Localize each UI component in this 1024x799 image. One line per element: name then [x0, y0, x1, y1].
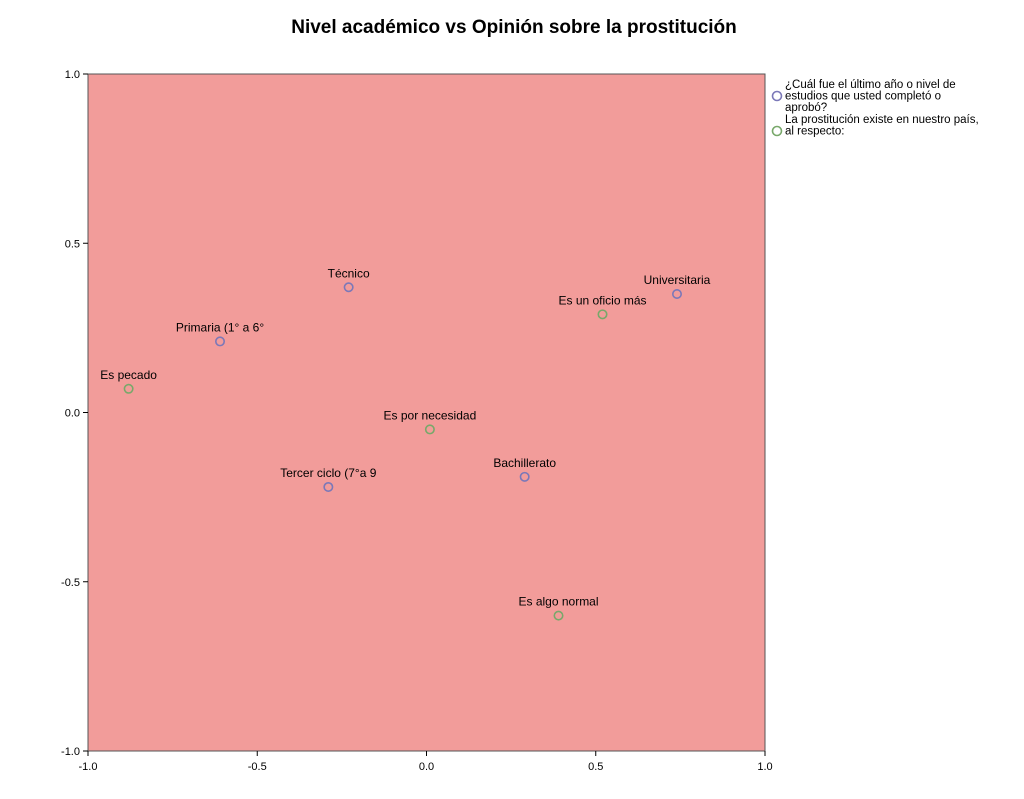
data-points: Técnico Primaria (1° a 6° Universitaria Ter… [100, 266, 711, 621]
point-label: Tercer ciclo (7°a 9 [280, 466, 376, 480]
y-tick-label: 0.0 [65, 408, 80, 420]
data-point [215, 336, 226, 347]
point-label: Es pecado [100, 368, 157, 382]
y-tick-label: -0.5 [61, 577, 80, 589]
point-label: Técnico [328, 266, 370, 280]
data-point [671, 289, 682, 300]
legend-label: ¿Cuál fue el último año o nivel de [785, 79, 956, 91]
legend-marker [771, 125, 783, 137]
legend-label: La prostitución existe en nuestro país, [785, 114, 979, 126]
legend: ¿Cuál fue el último año o nivel deestudi… [771, 79, 979, 138]
x-tick-label: -1.0 [79, 761, 98, 773]
data-point [123, 383, 134, 394]
data-point [519, 471, 530, 482]
data-point [553, 610, 564, 621]
axes: -1.0 -0.5 0.0 0.5 1.0 -1.0 -0.5 0.0 0.5 1.0 [61, 69, 773, 773]
y-tick-label: -1.0 [61, 746, 80, 758]
point-label: Es algo normal [518, 595, 598, 609]
x-tick-label: 0.5 [588, 761, 603, 773]
legend-label: estudios que usted completó o [785, 91, 941, 103]
y-tick-label: 1.0 [65, 69, 80, 81]
point-label: Es por necesidad [384, 408, 477, 422]
point-label: Es un oficio más [558, 293, 646, 307]
legend-label: al respecto: [785, 126, 844, 138]
x-tick-label: 1.0 [757, 761, 772, 773]
point-label: Universitaria [644, 273, 711, 287]
legend-label: aprobó? [785, 102, 827, 114]
x-tick-label: 0.0 [419, 761, 434, 773]
data-point [597, 309, 608, 320]
point-label: Bachillerato [493, 456, 556, 470]
x-tick-label: -0.5 [248, 761, 267, 773]
data-point [424, 424, 435, 435]
chart-title: Nivel académico vs Opinión sobre la pros… [291, 17, 737, 38]
y-tick-label: 0.5 [65, 238, 80, 250]
data-point [343, 282, 354, 293]
point-label: Primaria (1° a 6° [176, 320, 264, 334]
legend-marker [771, 90, 783, 102]
data-point [323, 481, 334, 492]
plot-area [87, 73, 766, 752]
